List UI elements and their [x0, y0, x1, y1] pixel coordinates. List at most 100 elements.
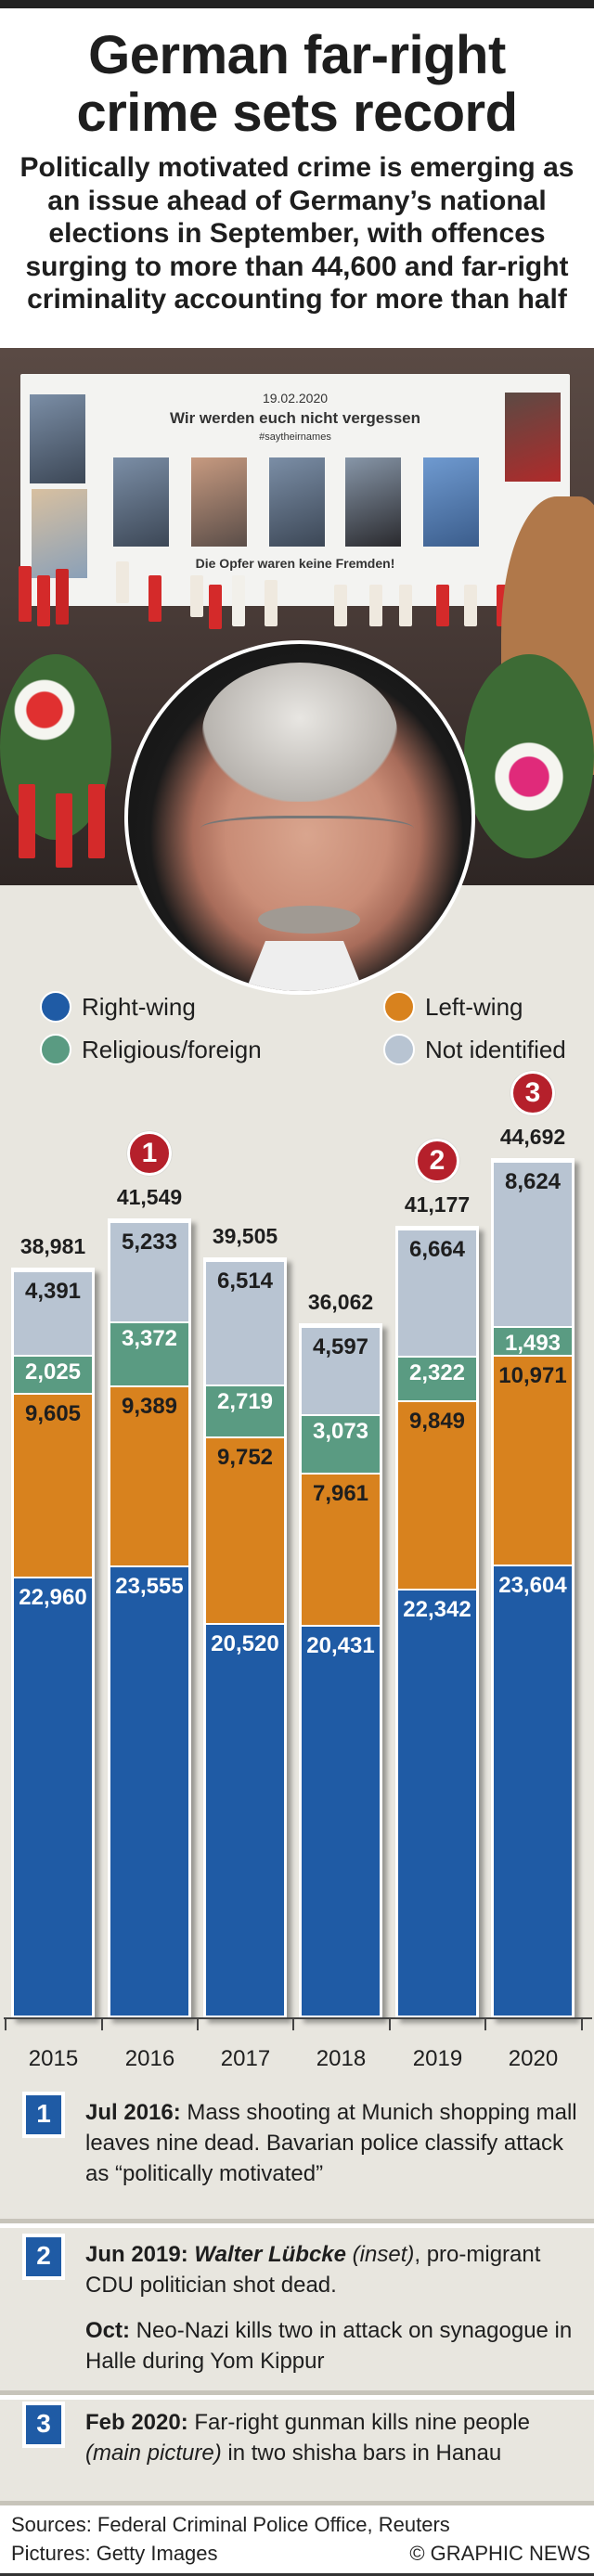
data-label: 22,342: [403, 1596, 471, 1622]
total-label: 39,505: [212, 1224, 278, 1249]
bar-segment-religious-foreign: 3,372: [110, 1320, 188, 1386]
flowers: [464, 654, 594, 858]
data-label: 20,520: [211, 1631, 279, 1657]
note-number-badge: 2: [22, 2234, 65, 2280]
event-marker-2: 2: [415, 1138, 459, 1183]
note-text: Jul 2016: Mass shooting at Munich shoppi…: [85, 2097, 577, 2189]
divider: [0, 2223, 594, 2228]
memorial-banner: 19.02.2020 Wir werden euch nicht vergess…: [20, 374, 570, 606]
note-text-run: Neo-Nazi kills two in attack on synagogu…: [85, 2318, 573, 2374]
x-tick: [5, 2017, 6, 2030]
x-tick: [101, 2017, 103, 2030]
inset-portrait-walter-luebcke: [124, 640, 475, 995]
x-tick: [292, 2017, 294, 2030]
data-label: 9,752: [216, 1445, 274, 1471]
data-label: 4,391: [24, 1279, 82, 1305]
note-2: 2 Jun 2019: Walter Lübcke (inset), pro-m…: [0, 2228, 594, 2395]
portrait-moustache: [258, 906, 360, 934]
x-axis-line: [4, 2017, 592, 2019]
x-tick: [197, 2017, 199, 2030]
data-label: 22,960: [19, 1585, 87, 1611]
data-label: 6,664: [408, 1236, 466, 1262]
bar-segment-not-identified: 4,391: [14, 1270, 92, 1355]
candle: [37, 575, 50, 626]
bar-segment-right-wing: 23,604: [494, 1564, 572, 2016]
x-tick-label: 2016: [124, 2046, 175, 2071]
x-tick-label: 2017: [220, 2046, 271, 2071]
main-picture-memorial: 19.02.2020 Wir werden euch nicht vergess…: [0, 348, 594, 885]
x-tick: [581, 2017, 583, 2030]
x-tick-label: 2020: [508, 2046, 559, 2071]
bar-segment-left-wing: 9,605: [14, 1393, 92, 1578]
legend-label: Left-wing: [425, 993, 523, 1021]
legend-label: Not identified: [425, 1036, 566, 1063]
data-label: 9,605: [24, 1401, 82, 1427]
footer: Sources: Federal Criminal Police Office,…: [0, 2505, 594, 2576]
data-label: 1,493: [504, 1330, 562, 1356]
portrait-glasses: [200, 816, 414, 847]
candle: [399, 585, 412, 626]
note-1: 1 Jul 2016: Mass shooting at Munich shop…: [0, 2088, 594, 2223]
note-text-run: Feb 2020:: [85, 2410, 188, 2435]
note-number-badge: 3: [22, 2402, 65, 2448]
title-line: German far-right: [88, 25, 506, 85]
bar-segment-not-identified: 5,233: [110, 1220, 188, 1321]
data-label: 3,073: [312, 1419, 369, 1445]
banner-hashtag: #saytheirnames: [259, 431, 331, 443]
victim-photo: [191, 457, 247, 547]
note-text-run: Oct:: [85, 2318, 130, 2343]
victim-photo: [269, 457, 325, 547]
data-label: 23,604: [498, 1572, 567, 1598]
title-line: crime sets record: [76, 83, 518, 143]
candle: [232, 575, 245, 626]
page-title: German far-right crime sets record: [0, 27, 594, 142]
victim-photo: [32, 489, 87, 578]
candle: [436, 585, 449, 626]
legend-swatch-not-identified: [383, 1034, 415, 1065]
x-tick-label: 2019: [412, 2046, 463, 2071]
note-3: 3 Feb 2020: Far-right gunman kills nine …: [0, 2400, 594, 2505]
note-text-run: Jul 2016:: [85, 2100, 181, 2125]
data-label: 8,624: [504, 1169, 562, 1195]
data-label: 2,322: [408, 1359, 466, 1385]
bar-segment-religious-foreign: 2,322: [398, 1355, 476, 1400]
bar-2019: 22,342 9,849 2,322 6,664: [395, 1225, 479, 2018]
note-text-run: Mass shooting at Munich shopping mall le…: [85, 2100, 577, 2186]
note-text-run: , pro-migrant CDU politician shot dead.: [85, 2242, 541, 2298]
victim-photo: [345, 457, 401, 547]
legend-swatch-right-wing: [40, 991, 71, 1023]
bar-segment-left-wing: 9,752: [206, 1436, 284, 1624]
victim-photo: [30, 394, 85, 483]
total-label: 44,692: [499, 1125, 566, 1149]
note-text-run: Jun 2019:: [85, 2242, 195, 2267]
candle: [148, 575, 161, 622]
data-label: 23,555: [115, 1573, 184, 1599]
candle: [116, 561, 129, 603]
bar-segment-left-wing: 9,849: [398, 1399, 476, 1589]
data-label: 9,389: [121, 1394, 178, 1420]
bar-2018: 20,431 7,961 3,073 4,597: [299, 1323, 382, 2018]
bar-segment-right-wing: 20,431: [302, 1625, 380, 2016]
total-label: 36,062: [307, 1290, 374, 1315]
x-tick-label: 2018: [316, 2046, 367, 2071]
note-number-badge: 1: [22, 2092, 65, 2138]
data-label: 2,719: [216, 1389, 274, 1415]
data-label: 2,025: [24, 1359, 82, 1385]
bar-segment-religious-foreign: 2,025: [14, 1354, 92, 1394]
note-text-run: in two shisha bars in Hanau: [221, 2441, 502, 2466]
bar-segment-right-wing: 20,520: [206, 1623, 284, 2016]
bar-segment-religious-foreign: 3,073: [302, 1414, 380, 1474]
note-text: Feb 2020: Far-right gunman kills nine pe…: [85, 2407, 577, 2468]
candle: [190, 575, 203, 617]
note-text: Oct: Neo-Nazi kills two in attack on syn…: [85, 2315, 577, 2376]
banner-footer: Die Opfer waren keine Fremden!: [195, 556, 395, 571]
bar-segment-not-identified: 8,624: [494, 1161, 572, 1326]
total-label: 41,177: [404, 1191, 471, 1217]
subtitle: Politically motivated crime is emerging …: [19, 152, 575, 315]
total-label: 41,549: [116, 1184, 183, 1209]
header: German far-right crime sets record Polit…: [0, 8, 594, 348]
note-text-run: Walter Lübcke: [194, 2242, 346, 2267]
divider: [0, 2395, 594, 2400]
note-text-run: (inset): [346, 2242, 415, 2267]
x-tick: [389, 2017, 391, 2030]
